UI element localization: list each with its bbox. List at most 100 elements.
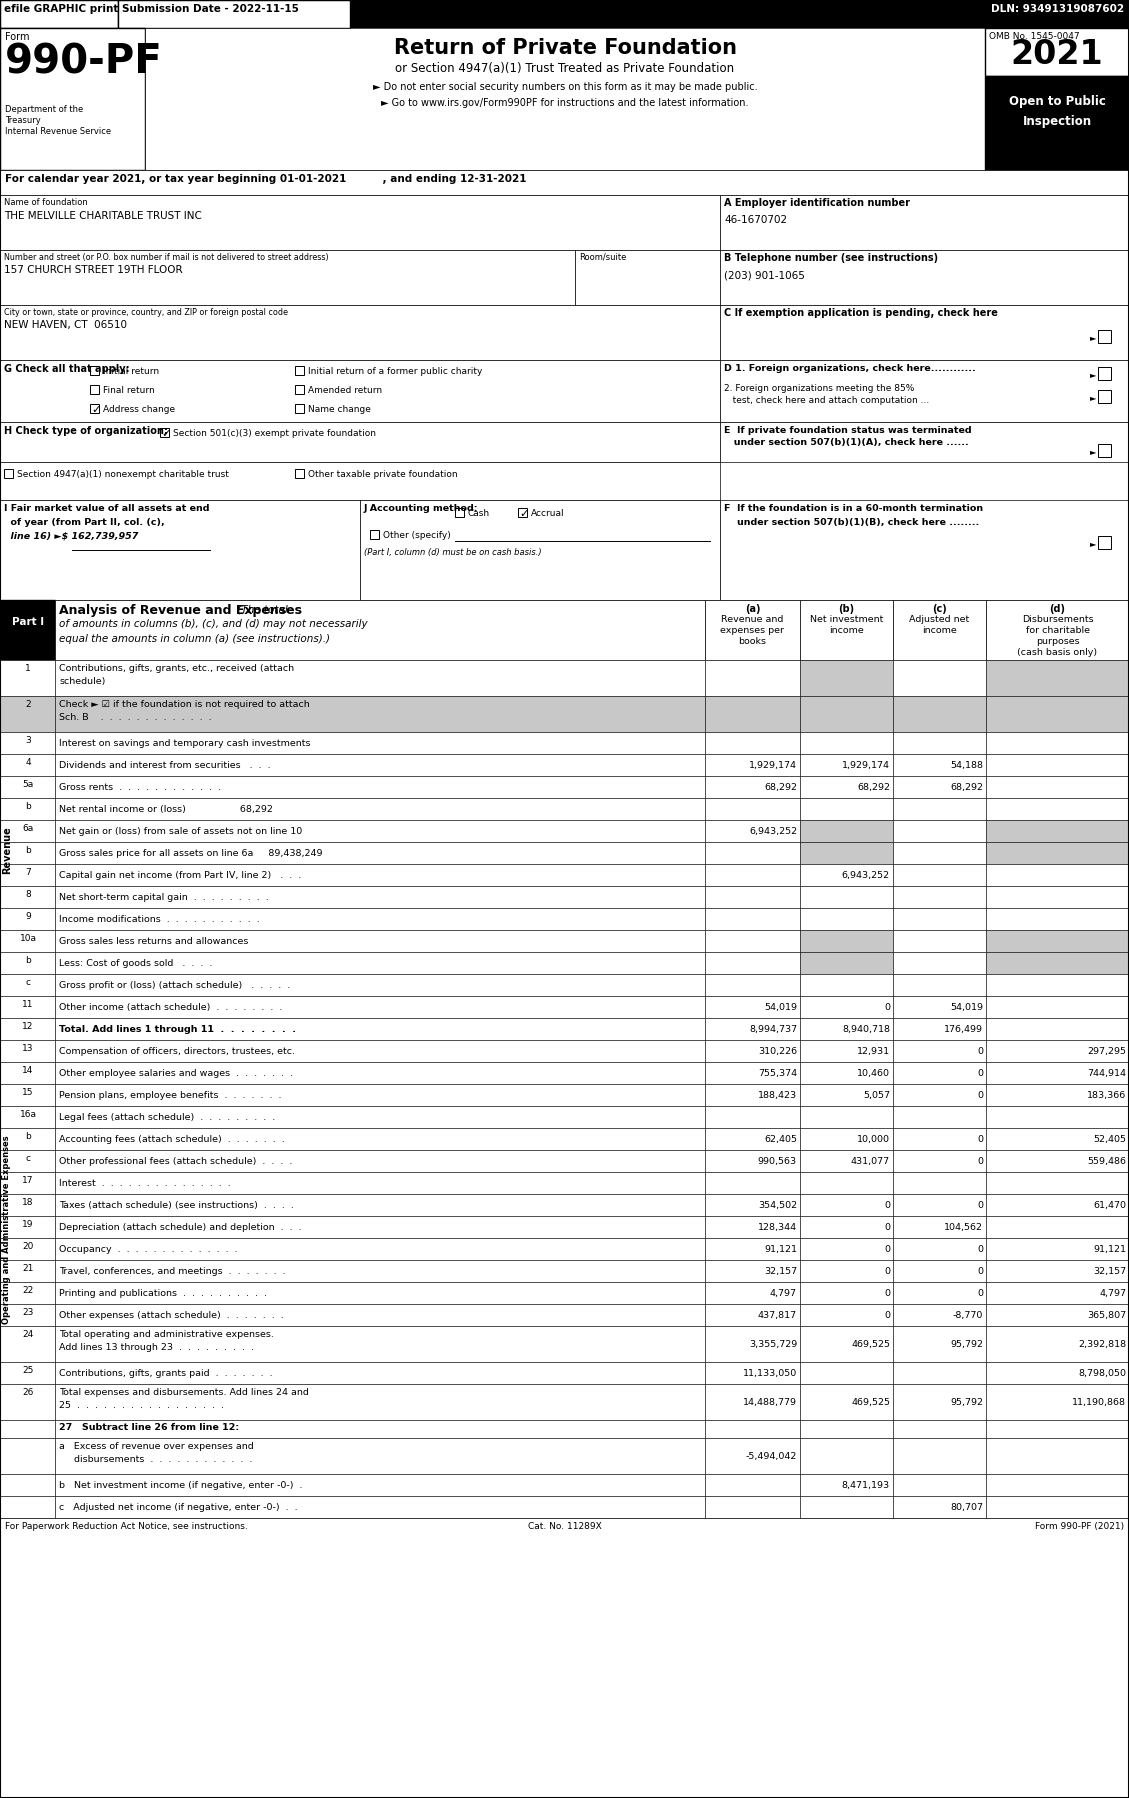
Bar (704, 996, 800, 1018)
Bar (0, 306, 720, 360)
Text: Net rental income or (loss)                  68,292: Net rental income or (loss) 68,292 (59, 806, 273, 814)
Text: 8,798,050: 8,798,050 (1078, 1368, 1126, 1377)
Text: Income modifications  .  .  .  .  .  .  .  .  .  .  .: Income modifications . . . . . . . . . .… (59, 915, 260, 924)
Bar (893, 660, 986, 696)
Bar (55, 1438, 704, 1474)
Bar (893, 975, 986, 996)
Bar (986, 660, 1129, 696)
Bar (986, 696, 1129, 732)
Text: income: income (922, 626, 957, 635)
Bar (0, 951, 55, 975)
Text: Net short-term capital gain  .  .  .  .  .  .  .  .  .: Net short-term capital gain . . . . . . … (59, 894, 269, 903)
Text: A Employer identification number: A Employer identification number (724, 198, 910, 209)
Text: -8,770: -8,770 (953, 1311, 983, 1320)
Bar (800, 1325, 893, 1363)
Bar (1099, 536, 1111, 548)
Bar (90, 367, 99, 376)
Text: Travel, conferences, and meetings  .  .  .  .  .  .  .: Travel, conferences, and meetings . . . … (59, 1268, 286, 1277)
Bar (0, 1063, 55, 1084)
Bar (0, 360, 720, 423)
Text: THE MELVILLE CHARITABLE TRUST INC: THE MELVILLE CHARITABLE TRUST INC (5, 210, 202, 221)
Bar (0, 1518, 1129, 1798)
Bar (720, 250, 1129, 306)
Bar (55, 841, 704, 865)
Bar (0, 423, 720, 462)
Bar (55, 777, 704, 798)
Text: 27   Subtract line 26 from line 12:: 27 Subtract line 26 from line 12: (59, 1422, 239, 1431)
Text: 18: 18 (23, 1197, 34, 1206)
Text: (cash basis only): (cash basis only) (1017, 647, 1097, 656)
Bar (0, 975, 55, 996)
Text: Contributions, gifts, grants paid  .  .  .  .  .  .  .: Contributions, gifts, grants paid . . . … (59, 1368, 272, 1377)
Bar (704, 1304, 800, 1325)
Bar (704, 820, 800, 841)
Text: Interest  .  .  .  .  .  .  .  .  .  .  .  .  .  .  .: Interest . . . . . . . . . . . . . . . (59, 1179, 230, 1188)
Bar (295, 385, 304, 394)
Text: ✓: ✓ (161, 430, 170, 439)
Bar (0, 1106, 55, 1127)
Bar (986, 820, 1129, 841)
Text: Other income (attach schedule)  .  .  .  .  .  .  .  .: Other income (attach schedule) . . . . .… (59, 1003, 282, 1012)
Bar (0, 908, 55, 930)
Text: 0: 0 (977, 1135, 983, 1144)
Bar (55, 1496, 704, 1518)
Text: 559,486: 559,486 (1087, 1156, 1126, 1165)
Bar (986, 975, 1129, 996)
Text: 2021: 2021 (1010, 38, 1103, 70)
Bar (986, 865, 1129, 886)
Text: 8,994,737: 8,994,737 (749, 1025, 797, 1034)
Text: 6a: 6a (23, 823, 34, 832)
Bar (893, 930, 986, 951)
Text: Printing and publications  .  .  .  .  .  .  .  .  .  .: Printing and publications . . . . . . . … (59, 1289, 266, 1298)
Bar (800, 1106, 893, 1127)
Bar (704, 660, 800, 696)
Bar (55, 908, 704, 930)
Text: ►: ► (1089, 539, 1096, 548)
Text: of year (from Part II, col. (c),: of year (from Part II, col. (c), (5, 518, 165, 527)
Bar (455, 509, 464, 518)
Bar (893, 865, 986, 886)
Text: or Section 4947(a)(1) Trust Treated as Private Foundation: or Section 4947(a)(1) Trust Treated as P… (395, 61, 735, 76)
Bar (893, 1063, 986, 1084)
Bar (0, 1194, 55, 1215)
Bar (986, 1474, 1129, 1496)
Bar (55, 1215, 704, 1239)
Text: 0: 0 (884, 1311, 890, 1320)
Bar (55, 753, 704, 777)
Bar (986, 732, 1129, 753)
Bar (986, 1438, 1129, 1474)
Bar (55, 1194, 704, 1215)
Text: DLN: 93491319087602: DLN: 93491319087602 (991, 4, 1124, 14)
Bar (704, 601, 800, 660)
Text: 0: 0 (977, 1156, 983, 1165)
Text: 431,077: 431,077 (851, 1156, 890, 1165)
Bar (800, 886, 893, 908)
Bar (0, 1215, 55, 1239)
Bar (986, 798, 1129, 820)
Text: 6,943,252: 6,943,252 (749, 827, 797, 836)
Text: 91,121: 91,121 (1093, 1244, 1126, 1253)
Text: Gross profit or (loss) (attach schedule)   .  .  .  .  .: Gross profit or (loss) (attach schedule)… (59, 982, 290, 991)
Text: Amended return: Amended return (308, 387, 382, 396)
Text: Total. Add lines 1 through 11  .  .  .  .  .  .  .  .: Total. Add lines 1 through 11 . . . . . … (59, 1025, 296, 1034)
Text: 2,392,818: 2,392,818 (1078, 1340, 1126, 1348)
Text: 10a: 10a (19, 933, 36, 942)
Text: D 1. Foreign organizations, check here............: D 1. Foreign organizations, check here..… (724, 363, 975, 372)
Bar (893, 1438, 986, 1474)
Bar (0, 1282, 55, 1304)
Bar (800, 1384, 893, 1420)
Text: 20: 20 (23, 1242, 34, 1251)
Bar (800, 951, 893, 975)
Bar (986, 1084, 1129, 1106)
Text: Return of Private Foundation: Return of Private Foundation (394, 38, 736, 58)
Bar (0, 777, 55, 798)
Text: Number and street (or P.O. box number if mail is not delivered to street address: Number and street (or P.O. box number if… (5, 254, 329, 263)
Bar (55, 1282, 704, 1304)
Text: 5,057: 5,057 (863, 1091, 890, 1100)
Bar (986, 908, 1129, 930)
Text: 54,019: 54,019 (949, 1003, 983, 1012)
Text: 1,929,174: 1,929,174 (842, 761, 890, 770)
Bar (160, 428, 169, 437)
Text: Net gain or (loss) from sale of assets not on line 10: Net gain or (loss) from sale of assets n… (59, 827, 303, 836)
Text: 354,502: 354,502 (758, 1201, 797, 1210)
